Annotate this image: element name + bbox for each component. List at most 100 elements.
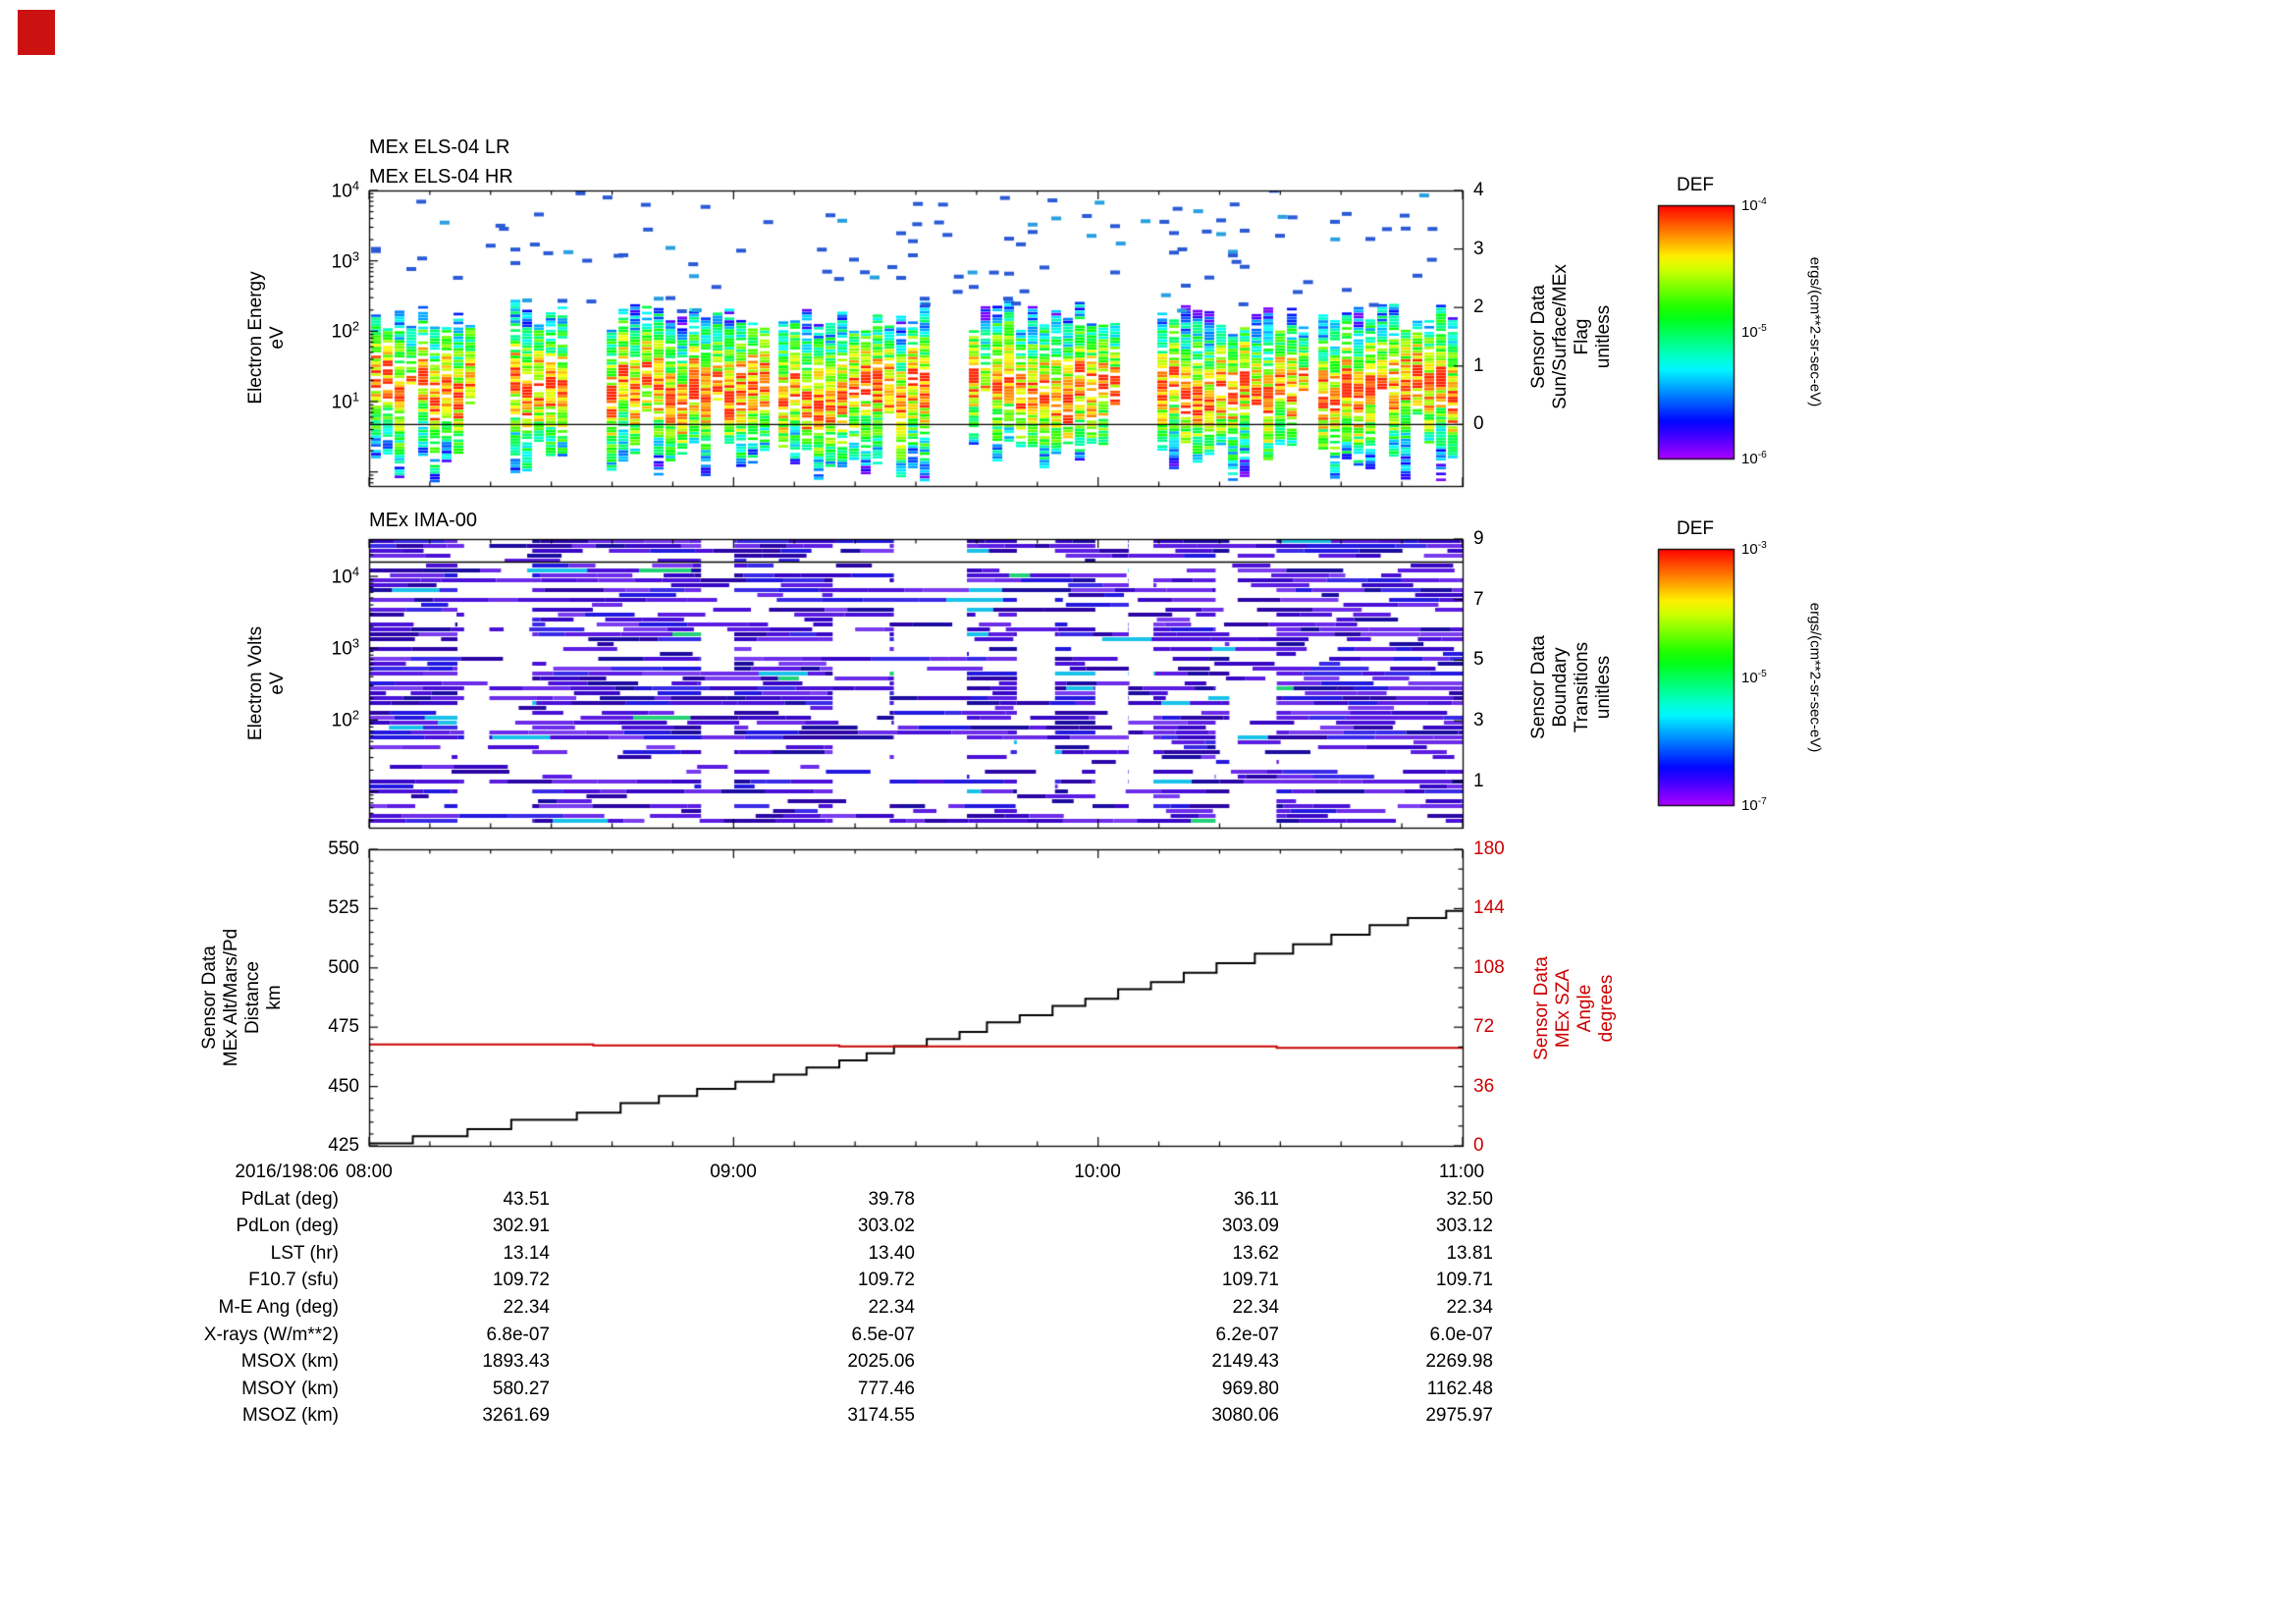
table-cell: 2269.98: [1425, 1351, 1493, 1373]
ima-y-tick-label: 102: [331, 707, 359, 731]
colorbar-tick-label: 10-7: [1741, 796, 1767, 814]
els-y-tick-label: 102: [331, 318, 359, 343]
table-cell: 6.8e-07: [486, 1324, 550, 1345]
table-cell: 36.11: [1233, 1188, 1279, 1210]
orbit-y-axis-label: Sensor Data MEx Alt/Mars/Pd Distance km: [199, 928, 285, 1067]
table-cell: 303.02: [857, 1216, 915, 1237]
els-flag-tick-label: 2: [1473, 297, 1484, 318]
table-cell: 303.09: [1221, 1216, 1279, 1237]
sza-tick-label: 144: [1473, 897, 1505, 919]
els-title-lr: MEx ELS-04 LR: [369, 136, 510, 158]
table-cell: 39.78: [868, 1188, 915, 1210]
els-y-tick-label: 101: [331, 389, 359, 413]
colorbar-tick-label: 10-6: [1741, 450, 1767, 467]
els-right-axis-label: Sensor Data Sun/Surface/MEx Flag unitles…: [1528, 264, 1614, 409]
ima-title: MEx IMA-00: [369, 510, 478, 531]
colorbar-tick-label: 10-5: [1741, 668, 1767, 686]
ima-flag-tick-label: 5: [1473, 649, 1484, 671]
altitude-tick-label: 550: [328, 839, 359, 859]
ima-y-tick-label: 103: [331, 635, 359, 660]
colorbar-tick-label: 10-3: [1741, 540, 1767, 558]
table-cell: 3080.06: [1211, 1405, 1279, 1427]
table-cell: 109.71: [1221, 1270, 1279, 1291]
ima-flag-tick-label: 7: [1473, 588, 1484, 610]
table-cell: 2025.06: [847, 1351, 915, 1373]
table-row-label: X-rays (W/m**2): [203, 1324, 339, 1345]
table-cell: 3174.55: [847, 1405, 915, 1427]
els-flag-tick-label: 1: [1473, 354, 1484, 376]
ima-y-tick-label: 104: [331, 564, 359, 588]
altitude-tick-label: 425: [328, 1135, 359, 1156]
table-cell: 302.91: [492, 1216, 550, 1237]
table-cell: 2975.97: [1425, 1405, 1493, 1427]
table-cell: 22.34: [503, 1297, 550, 1318]
colorbar2-units-label: ergs/(cm**2-sr-sec-eV): [1806, 602, 1824, 753]
table-cell: 6.5e-07: [851, 1324, 915, 1345]
table-cell: 13.14: [503, 1242, 550, 1264]
ima-y-axis-label: Electron Volts eV: [245, 625, 288, 741]
table-row-label: PdLat (deg): [240, 1188, 339, 1210]
colorbar1-units-label: ergs/(cm**2-sr-sec-eV): [1806, 256, 1824, 407]
table-cell: 303.12: [1435, 1216, 1493, 1237]
table-row-label: MSOY (km): [241, 1378, 339, 1399]
table-row-label: MSOZ (km): [241, 1405, 339, 1427]
table-cell: 6.0e-07: [1429, 1324, 1493, 1345]
table-cell: 13.40: [868, 1242, 915, 1264]
table-cell: 22.34: [1232, 1297, 1279, 1318]
x-axis-tick-label: 10:00: [1074, 1162, 1121, 1182]
els-flag-tick-label: 3: [1473, 238, 1484, 259]
time-axis-date-label: 2016/198:06: [235, 1162, 339, 1182]
altitude-tick-label: 475: [328, 1016, 359, 1038]
table-cell: 109.72: [857, 1270, 915, 1291]
ima-flag-tick-label: 1: [1473, 770, 1484, 791]
x-axis-tick-label: 09:00: [710, 1162, 757, 1182]
x-axis-tick-label: 11:00: [1438, 1162, 1485, 1182]
ima-flag-tick-label: 9: [1473, 528, 1484, 549]
els-y-tick-label: 104: [331, 178, 359, 202]
table-cell: 6.2e-07: [1215, 1324, 1279, 1345]
colorbar-tick-label: 10-5: [1741, 323, 1767, 341]
els-y-axis-label: Electron Energy eV: [245, 271, 288, 405]
table-cell: 13.81: [1446, 1242, 1493, 1264]
table-cell: 43.51: [503, 1188, 550, 1210]
sza-tick-label: 0: [1473, 1135, 1484, 1156]
sza-tick-label: 72: [1473, 1016, 1495, 1038]
table-cell: 3261.69: [482, 1405, 550, 1427]
orbit-right-axis-label: Sensor Data MEx SZA Angle degrees: [1531, 956, 1617, 1060]
sza-tick-label: 108: [1473, 956, 1505, 978]
table-row-label: LST (hr): [270, 1242, 339, 1264]
table-cell: 777.46: [857, 1378, 915, 1399]
table-cell: 109.72: [492, 1270, 550, 1291]
table-cell: 580.27: [492, 1378, 550, 1399]
ima-flag-tick-label: 3: [1473, 710, 1484, 731]
table-row-label: F10.7 (sfu): [248, 1270, 339, 1291]
table-cell: 13.62: [1232, 1242, 1279, 1264]
table-cell: 969.80: [1221, 1378, 1279, 1399]
table-row-label: M-E Ang (deg): [218, 1297, 340, 1318]
altitude-tick-label: 450: [328, 1075, 359, 1097]
table-cell: 2149.43: [1211, 1351, 1279, 1373]
x-axis-tick-label: 08:00: [346, 1162, 393, 1182]
table-row-label: MSOX (km): [240, 1351, 339, 1373]
els-flag-tick-label: 4: [1473, 180, 1484, 200]
els-title-hr: MEx ELS-04 HR: [369, 166, 513, 188]
table-cell: 32.50: [1446, 1188, 1493, 1210]
table-cell: 22.34: [1446, 1297, 1493, 1318]
table-cell: 1893.43: [482, 1351, 550, 1373]
table-cell: 22.34: [868, 1297, 915, 1318]
colorbar1-def-label: DEF: [1677, 175, 1714, 195]
altitude-tick-label: 525: [328, 897, 359, 919]
sza-tick-label: 36: [1473, 1075, 1495, 1097]
sza-tick-label: 180: [1473, 839, 1505, 859]
colorbar2-def-label: DEF: [1677, 518, 1714, 539]
els-flag-tick-label: 0: [1473, 413, 1484, 435]
table-row-label: PdLon (deg): [236, 1216, 339, 1237]
table-cell: 1162.48: [1426, 1378, 1493, 1399]
ima-right-axis-label: Sensor Data Boundary Transitions unitles…: [1528, 635, 1614, 739]
els-y-tick-label: 103: [331, 247, 359, 273]
altitude-tick-label: 500: [328, 956, 359, 978]
colorbar-tick-label: 10-4: [1741, 196, 1767, 214]
table-cell: 109.71: [1435, 1270, 1493, 1291]
